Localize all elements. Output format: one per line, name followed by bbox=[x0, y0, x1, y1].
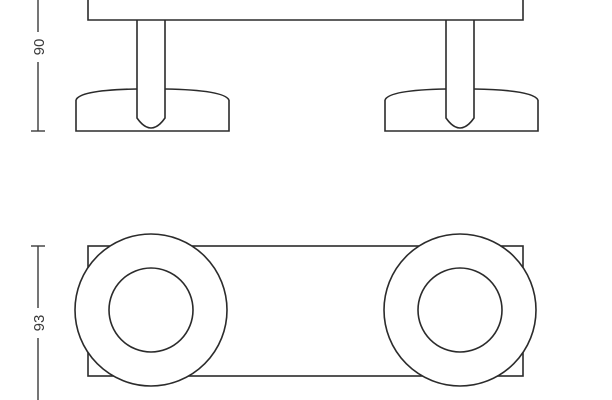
side-view: 90 bbox=[31, 0, 539, 132]
top-view: 93 bbox=[31, 233, 537, 400]
fixture-body-side bbox=[87, 0, 524, 21]
top-view-dimension-label: 93 bbox=[31, 315, 48, 332]
left-base-side bbox=[75, 88, 230, 132]
right-base-side bbox=[384, 88, 539, 132]
right-spot-top bbox=[383, 233, 537, 387]
side-view-dimension-label: 90 bbox=[31, 39, 48, 56]
side-view-dimension: 90 bbox=[31, 0, 48, 132]
top-view-dimension: 93 bbox=[31, 245, 48, 400]
right-arm-side bbox=[445, 20, 475, 129]
left-arm-side bbox=[136, 20, 166, 129]
left-spot-top bbox=[74, 233, 228, 387]
